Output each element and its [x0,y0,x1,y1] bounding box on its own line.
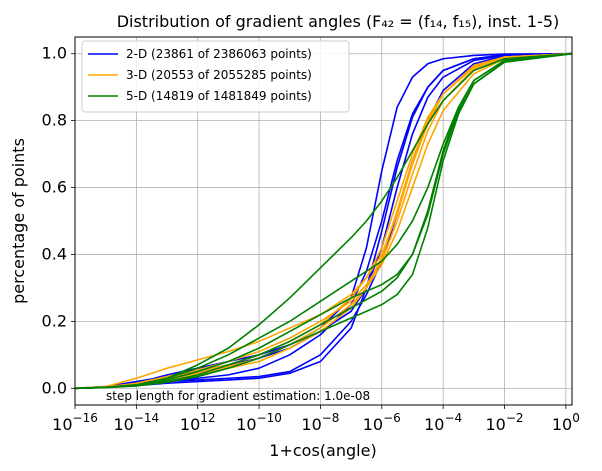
series-line [74,52,573,390]
step-length-annotation: step length for gradient estimation: 1.0… [106,389,370,403]
legend-entry: 2-D (23861 of 2386063 points) [126,47,312,61]
legend: 2-D (23861 of 2386063 points) 3-D (20553 … [81,40,350,113]
x-tick-label: 10−4 [424,411,462,434]
legend-entry: 5-D (14819 of 1481849 points) [126,89,312,103]
x-tick-label: 10−6 [363,411,401,434]
y-axis-label: percentage of points [9,138,28,304]
x-tick-label: 10−8 [301,411,339,434]
y-tick-label: 0.6 [42,178,67,197]
y-tick-label: 0.0 [42,378,67,397]
legend-entry: 3-D (20553 of 2055285 points) [126,68,312,82]
series-3 [74,52,573,390]
chart-title: Distribution of gradient angles (F₄₂ = (… [117,12,560,31]
x-tick-label: 100 [552,411,580,434]
y-tick-label: 0.4 [42,244,67,263]
x-tick-label: 10−16 [52,411,98,434]
plot-frame [74,36,573,406]
x-tick-label: 10−14 [114,411,160,434]
y-tick-label: 0.8 [42,111,67,130]
series-line [74,52,573,390]
x-tick-label: 10−2 [485,411,523,434]
x-axis-label: 1+cos(angle) [269,441,376,460]
plot-lines [74,52,573,390]
x-tick-label: 10−10 [236,411,282,434]
y-tick-label: 1.0 [42,44,67,63]
y-tick-label: 0.2 [42,311,67,330]
x-tick-label: 1012 [180,411,216,434]
legend-box [81,40,350,113]
y-axis-ticks: 0.0 0.2 0.4 0.6 0.8 1.0 [42,44,75,397]
x-axis-ticks: 10−16 10−14 1012 10−10 10−8 10−6 10−4 10−2 100 [52,405,580,434]
series-line [74,52,573,390]
